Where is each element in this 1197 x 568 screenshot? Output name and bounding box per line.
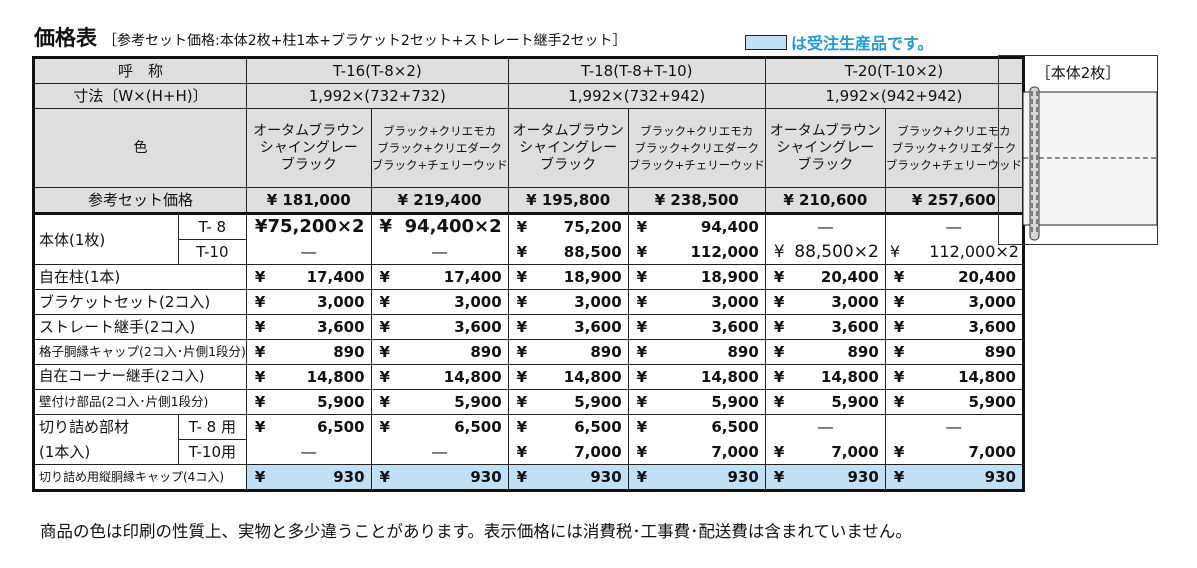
title-row: 価格表 ［参考セット価格:本体2枚+柱1本+ブラケット2セット+ストレート継手2…	[34, 26, 627, 52]
ref-price: ¥ 219,400	[370, 187, 509, 215]
panel-diagram: ［本体2枚］	[998, 55, 1158, 245]
color-list-b: ブラック+クリエモカ ブラック+クリエダーク ブラック+チェリーウッド	[627, 108, 766, 188]
table-row: 自在柱(1本) ¥17,400 ¥17,400 ¥18,900 ¥18,900 …	[33, 264, 1024, 290]
body-t8-row: 本体(1枚) T- 8 ¥75,200×2 ¥94,400×2 ¥75,200 …	[33, 213, 1024, 265]
table-row: 壁付け部品(2コ入･片側1段分) ¥5,900 ¥5,900 ¥5,900 ¥5…	[33, 389, 1024, 415]
color-list-a: オータムブラウン シャイングレー ブラック	[245, 108, 372, 188]
model-name: T-16(T-8×2)	[245, 57, 509, 84]
row-label: 呼 称	[33, 57, 247, 84]
row-label: 切り詰め用縦胴縁キャップ(4コ入)	[33, 464, 247, 491]
table-row: 自在コーナー継手(2コ入) ¥14,800 ¥14,800 ¥14,800 ¥1…	[33, 364, 1024, 390]
ref-price: ¥ 210,600	[764, 187, 886, 215]
table-row: ブラケットセット(2コ入) ¥3,000 ¥3,000 ¥3,000 ¥3,00…	[33, 289, 1024, 315]
row-label: ストレート継手(2コ入)	[33, 314, 247, 340]
row-label: 壁付け部品(2コ入･片側1段分)	[33, 389, 247, 415]
ref-price: ¥ 238,500	[627, 187, 766, 215]
cut-t10-row: (1本入) T-10用 ― ― ¥7,000 ¥7,000 ¥7,000 ¥7,…	[33, 439, 1024, 465]
row-label: 自在柱(1本)	[33, 264, 247, 290]
row-label: 本体(1枚)	[33, 213, 179, 265]
row-label: 格子胴縁キャップ(2コ入･片側1段分)	[33, 339, 247, 365]
table-row: ストレート継手(2コ入) ¥3,600 ¥3,600 ¥3,600 ¥3,600…	[33, 314, 1024, 340]
row-label: 自在コーナー継手(2コ入)	[33, 364, 247, 390]
sub-label: T- 8 用	[177, 414, 247, 440]
row-label: 色	[33, 108, 247, 188]
reference-price-row: 参考セット価格 ¥ 181,000 ¥ 219,400 ¥ 195,800 ¥ …	[33, 187, 1024, 215]
color-list-b: ブラック+クリエモカ ブラック+クリエダーク ブラック+チェリーウッド	[884, 108, 1024, 188]
made-to-order-row: 切り詰め用縦胴縁キャップ(4コ入) ¥930 ¥930 ¥930 ¥930 ¥9…	[33, 464, 1024, 491]
sub-label: T- 8	[177, 213, 247, 240]
row-label: 寸法〔W×(H+H)〕	[33, 83, 247, 109]
ref-price: ¥ 195,800	[507, 187, 629, 215]
cut-t8-row: 切り詰め部材 T- 8 用 ¥6,500 ¥6,500 ¥6,500 ¥6,50…	[33, 414, 1024, 440]
model-name: T-20(T-10×2)	[764, 57, 1024, 84]
body-t10-row: T-10 ― ― ¥88,500 ¥112,000 ¥88,500×2 ¥112…	[34, 239, 1024, 265]
ref-price: ¥ 257,600	[884, 187, 1024, 215]
color-row: 色 オータムブラウン シャイングレー ブラック ブラック+クリエモカ ブラック+クリエ…	[33, 108, 1024, 188]
page-subtitle: ［参考セット価格:本体2枚+柱1本+ブラケット2セット+ストレート継手2セット］	[103, 33, 627, 49]
color-list-a: オータムブラウン シャイングレー ブラック	[764, 108, 886, 188]
price-table: 呼 称 T-16(T-8×2) T-18(T-8+T-10) T-20(T-10…	[32, 56, 1025, 492]
color-list-b: ブラック+クリエモカ ブラック+クリエダーク ブラック+チェリーウッド	[370, 108, 509, 188]
color-list-a: オータムブラウン シャイングレー ブラック	[507, 108, 629, 188]
row-label: 切り詰め部材	[33, 414, 179, 440]
table-row: 格子胴縁キャップ(2コ入･片側1段分) ¥890 ¥890 ¥890 ¥890 …	[33, 339, 1024, 365]
page-title: 価格表	[34, 26, 97, 50]
row-label: ブラケットセット(2コ入)	[33, 289, 247, 315]
size-row: 寸法〔W×(H+H)〕 1,992×(732+732) 1,992×(732+9…	[33, 83, 1024, 109]
ref-price: ¥ 181,000	[245, 187, 372, 215]
legend-text: は受注生産品です。	[791, 34, 934, 53]
model-size: 1,992×(732+732)	[245, 83, 509, 109]
diagram-title: ［本体2枚］	[1035, 64, 1121, 82]
footnote: 商品の色は印刷の性質上、実物と多少違うことがあります。表示価格には消費税･工事費…	[40, 522, 912, 541]
model-size: 1,992×(732+942)	[507, 83, 766, 109]
model-name: T-18(T-8+T-10)	[507, 57, 766, 84]
legend: は受注生産品です。	[745, 30, 933, 54]
model-size: 1,992×(942+942)	[764, 83, 1024, 109]
model-name-row: 呼 称 T-16(T-8×2) T-18(T-8+T-10) T-20(T-10…	[33, 57, 1024, 84]
sub-label: T-10	[177, 239, 247, 265]
row-label: 参考セット価格	[33, 187, 247, 215]
fence-panel-illustration	[1022, 86, 1157, 240]
made-to-order-swatch	[745, 34, 787, 50]
sub-label: T-10用	[177, 439, 247, 465]
row-label: (1本入)	[33, 439, 179, 465]
